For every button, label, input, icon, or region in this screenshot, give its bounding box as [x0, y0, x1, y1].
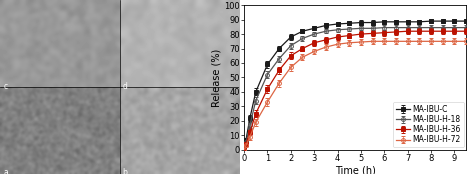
Text: c: c	[4, 82, 8, 91]
Text: d: d	[123, 82, 128, 91]
Legend: MA-IBU-C, MA-IBU-H-18, MA-IBU-H-36, MA-IBU-H-72: MA-IBU-C, MA-IBU-H-18, MA-IBU-H-36, MA-I…	[393, 102, 464, 147]
Y-axis label: Release (%): Release (%)	[211, 48, 221, 106]
Text: b: b	[123, 168, 128, 174]
X-axis label: Time (h): Time (h)	[335, 166, 375, 174]
Text: a: a	[4, 168, 9, 174]
